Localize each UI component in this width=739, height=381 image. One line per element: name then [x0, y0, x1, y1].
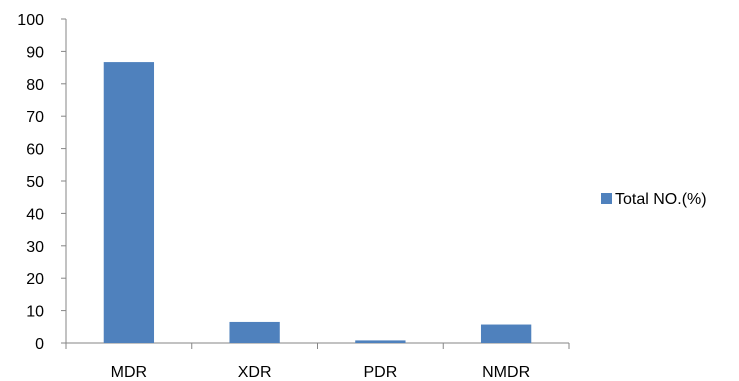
x-tick-label: PDR	[363, 364, 397, 381]
bar-xdr	[229, 321, 280, 343]
y-tick-label: 0	[35, 336, 44, 353]
bar-mdr	[103, 62, 155, 343]
x-tick-label: MDR	[111, 364, 147, 381]
x-tick-label: XDR	[238, 364, 272, 381]
y-tick-label: 90	[26, 44, 44, 61]
legend-label: Total NO.(%)	[615, 191, 707, 208]
y-tick-label: 30	[26, 239, 44, 256]
y-tick-label: 20	[26, 271, 44, 288]
x-axis: MDR XDR PDR NMDR	[65, 342, 570, 381]
y-tick-label: 40	[26, 206, 44, 223]
y-tick-label: 100	[17, 12, 44, 29]
y-tick-label: 10	[26, 304, 44, 321]
y-tick-label: 80	[26, 77, 44, 94]
y-axis: 0 10 20 30 40 50 60 70 80 90 100	[17, 12, 67, 353]
y-tick-label: 70	[26, 109, 44, 126]
bar-nmdr	[480, 324, 532, 343]
bars	[103, 62, 532, 343]
x-tick-label: NMDR	[482, 364, 530, 381]
bar-pdr	[355, 340, 406, 343]
legend-swatch	[601, 193, 612, 204]
y-tick-label: 50	[26, 174, 44, 191]
y-tick-label: 60	[26, 142, 44, 159]
legend: Total NO.(%)	[601, 191, 707, 208]
